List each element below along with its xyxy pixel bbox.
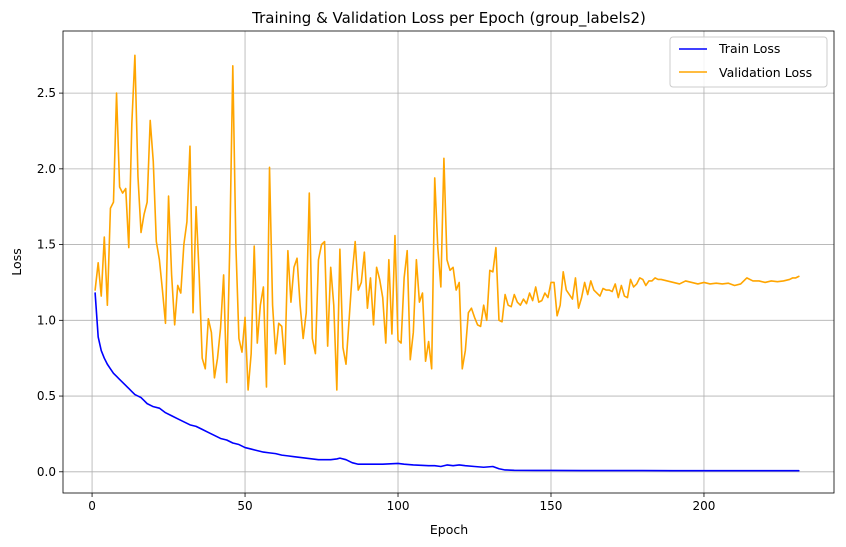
legend-label-train-loss: Train Loss [718, 41, 780, 56]
x-tick-label: 150 [540, 499, 563, 513]
legend-label-validation-loss: Validation Loss [719, 65, 812, 80]
y-tick-label: 1.0 [37, 313, 56, 327]
y-tick-label: 1.5 [37, 238, 56, 252]
x-axis-label: Epoch [430, 522, 468, 537]
series-lines [94, 54, 800, 472]
legend: Train Loss Validation Loss [669, 36, 828, 88]
chart-title: Training & Validation Loss per Epoch (gr… [251, 9, 646, 28]
legend-box [669, 36, 828, 88]
validation-loss-line [94, 54, 800, 391]
x-tick-label: 100 [387, 499, 410, 513]
plot-area-frame [62, 30, 835, 494]
y-tick-label: 0.5 [37, 389, 56, 403]
x-tick-label: 200 [693, 499, 716, 513]
axis-ticks: 0 50 100 150 200 0.0 0.5 1.0 1.5 2.0 2.5 [37, 86, 716, 513]
x-tick-label: 0 [88, 499, 96, 513]
y-tick-label: 2.0 [37, 162, 56, 176]
y-axis-label: Loss [9, 248, 24, 275]
x-tick-label: 50 [237, 499, 252, 513]
train-loss-line [94, 292, 800, 472]
y-tick-label: 2.5 [37, 86, 56, 100]
y-tick-label: 0.0 [37, 465, 56, 479]
